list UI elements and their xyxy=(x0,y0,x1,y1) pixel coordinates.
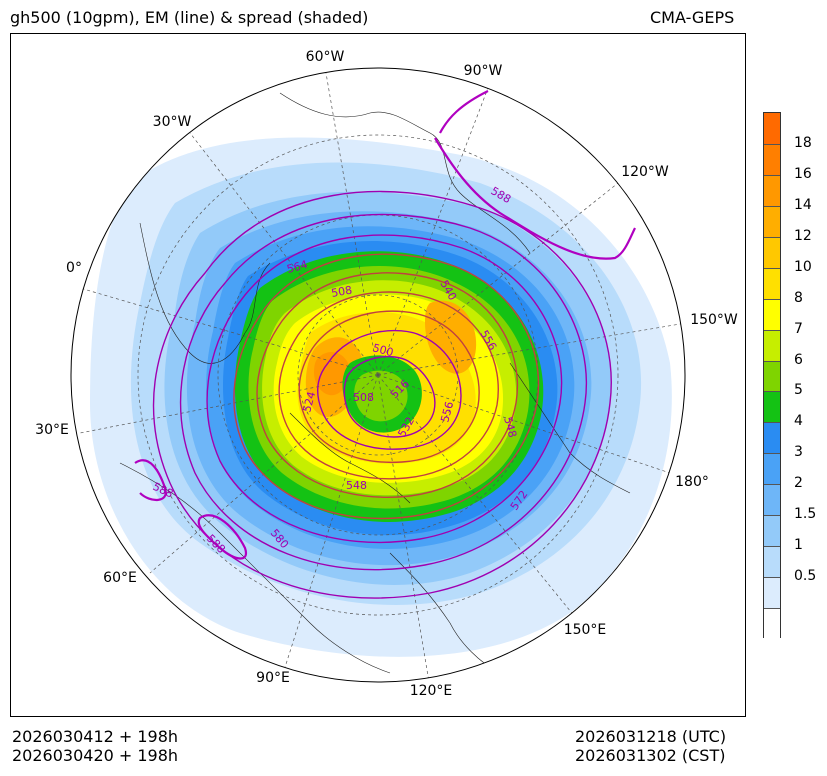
contour-label: 548 xyxy=(346,479,367,492)
contour-label: 508 xyxy=(353,391,374,404)
colorbar-tick-label: 2 xyxy=(794,475,803,492)
polar-map: 588 564 540 508 556 500 524 516 508 556 … xyxy=(70,67,686,683)
lon-label: 180° xyxy=(675,474,709,490)
contour-label: 548 xyxy=(501,415,519,439)
contour-labels: 588 564 540 508 556 500 524 516 508 556 … xyxy=(151,184,531,556)
lon-label: 120°E xyxy=(409,683,453,699)
colorbar-segment xyxy=(764,267,780,299)
colorbar-segment xyxy=(764,453,780,485)
colorbar-tick-label: 16 xyxy=(794,165,812,182)
contour-label: 556 xyxy=(438,400,456,424)
colorbar-tick-label: 6 xyxy=(794,351,803,368)
colorbar-segment xyxy=(764,484,780,516)
colorbar-segment xyxy=(764,329,780,361)
colorbar-segment xyxy=(764,391,780,423)
colorbar-tick-label: 18 xyxy=(794,134,812,151)
map-boundary xyxy=(70,67,686,683)
contour-label: 524 xyxy=(300,390,318,414)
colorbar-segment xyxy=(764,298,780,330)
lon-label: 0° xyxy=(66,260,82,276)
colorbar xyxy=(763,112,781,639)
lon-label: 30°W xyxy=(152,114,192,130)
valid-time-cst: 2026031302 (CST) xyxy=(575,746,726,765)
colorbar-segment xyxy=(764,515,780,547)
lon-label: 30°E xyxy=(35,422,69,438)
colorbar-segment xyxy=(764,113,780,144)
map-frame xyxy=(10,33,746,717)
colorbar-segment xyxy=(764,174,780,206)
colorbar-segment xyxy=(764,422,780,454)
lon-label: 150°E xyxy=(563,622,607,638)
init-time-cst: 2026030420 + 198h xyxy=(12,746,179,765)
colorbar-tick-label: 1.5 xyxy=(794,506,817,523)
colorbar-tick-label: 14 xyxy=(794,196,812,213)
spread-shading xyxy=(71,68,685,682)
contour-label: 564 xyxy=(285,258,309,276)
colorbar-segment xyxy=(764,360,780,392)
lon-label: 90°E xyxy=(256,670,290,686)
colorbar-segment xyxy=(764,205,780,237)
colorbar-tick-label: 3 xyxy=(794,444,803,461)
colorbar-tick-label: 5 xyxy=(794,382,803,399)
colorbar-tick-label: 0.5 xyxy=(794,568,817,585)
lon-label: 120°W xyxy=(621,164,669,180)
colorbar-segment xyxy=(764,236,780,268)
colorbar-segment xyxy=(764,546,780,578)
colorbar-tick-label: 4 xyxy=(794,413,803,430)
colorbar-segment xyxy=(764,608,780,639)
em-contours xyxy=(134,90,636,599)
chart-title: gh500 (10gpm), EM (line) & spread (shade… xyxy=(10,8,369,27)
contour-label: 508 xyxy=(330,284,353,300)
model-name: CMA-GEPS xyxy=(650,8,735,27)
lon-label: 90°W xyxy=(463,63,503,79)
colorbar-segment xyxy=(764,143,780,175)
colorbar-tick-label: 10 xyxy=(794,258,812,275)
colorbar-tick-label: 1 xyxy=(794,537,803,554)
lon-label: 60°W xyxy=(305,49,345,65)
colorbar-tick-label: 7 xyxy=(794,320,803,337)
valid-time-utc: 2026031218 (UTC) xyxy=(575,727,727,746)
lon-label: 150°W xyxy=(690,312,738,328)
lon-label: 60°E xyxy=(103,570,137,586)
init-time-utc: 2026030412 + 198h xyxy=(12,727,179,746)
colorbar-tick-label: 8 xyxy=(794,289,803,306)
colorbar-tick-label: 12 xyxy=(794,227,812,244)
contour-label: 500 xyxy=(371,341,395,359)
colorbar-segment xyxy=(764,577,780,609)
